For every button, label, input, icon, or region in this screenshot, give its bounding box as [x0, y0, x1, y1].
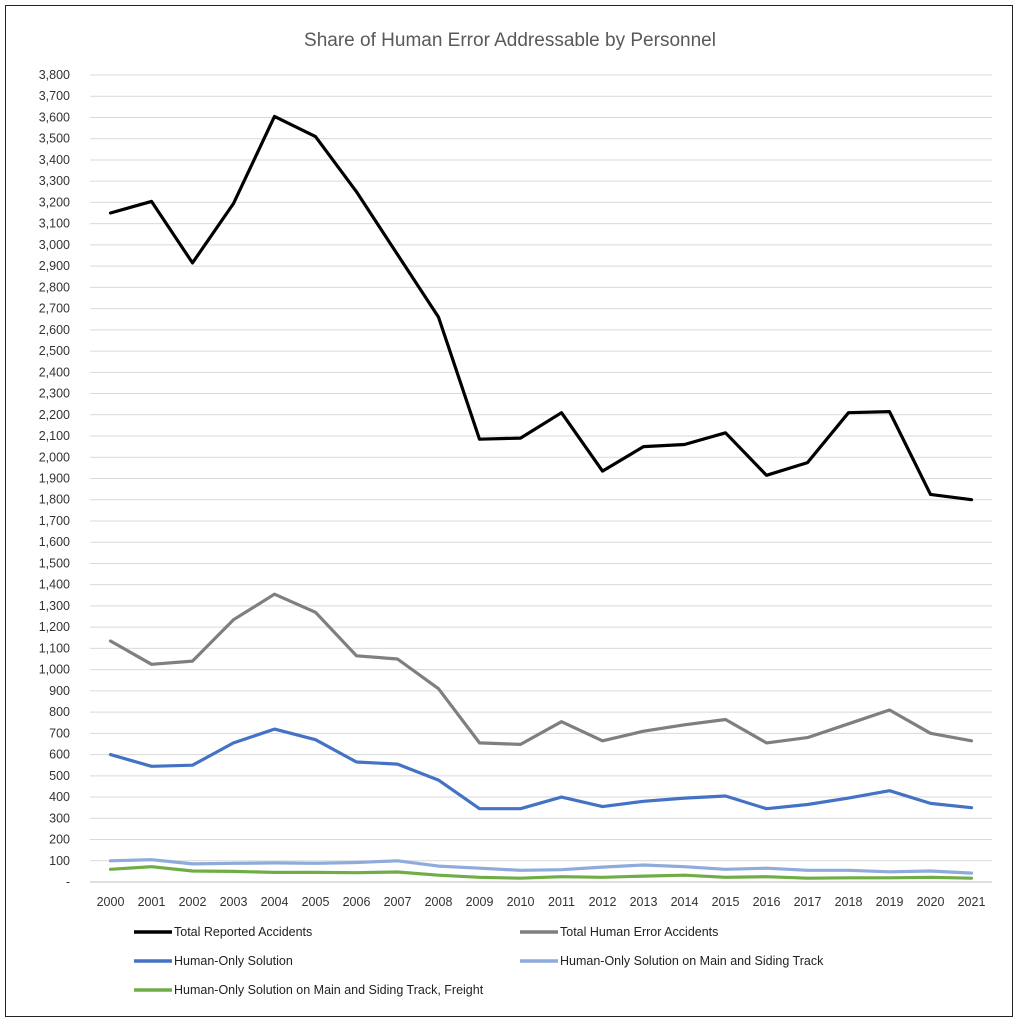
- y-tick-label: 200: [49, 833, 70, 847]
- y-tick-label: 2,700: [39, 302, 70, 316]
- y-tick-label: 400: [49, 790, 70, 804]
- legend-label: Human-Only Solution: [174, 954, 293, 968]
- y-tick-label: -: [66, 875, 70, 889]
- y-tick-label: 3,700: [39, 89, 70, 103]
- y-tick-label: 2,300: [39, 387, 70, 401]
- legend-label: Total Human Error Accidents: [560, 925, 718, 939]
- y-tick-label: 2,900: [39, 259, 70, 273]
- y-tick-label: 2,100: [39, 429, 70, 443]
- y-tick-label: 1,100: [39, 641, 70, 655]
- y-tick-label: 3,500: [39, 132, 70, 146]
- y-tick-label: 2,200: [39, 408, 70, 422]
- x-tick-label: 2020: [917, 895, 945, 909]
- legend-label: Human-Only Solution on Main and Siding T…: [174, 983, 484, 997]
- line-chart: Share of Human Error Addressable by Pers…: [39, 30, 992, 997]
- x-tick-label: 2012: [589, 895, 617, 909]
- y-tick-label: 2,400: [39, 365, 70, 379]
- y-tick-label: 100: [49, 854, 70, 868]
- y-tick-label: 1,900: [39, 472, 70, 486]
- y-tick-label: 1,400: [39, 578, 70, 592]
- y-tick-label: 300: [49, 811, 70, 825]
- x-tick-label: 2004: [261, 895, 289, 909]
- legend-label: Human-Only Solution on Main and Siding T…: [560, 954, 824, 968]
- x-tick-label: 2009: [466, 895, 494, 909]
- y-tick-label: 3,200: [39, 195, 70, 209]
- x-tick-label: 2005: [302, 895, 330, 909]
- y-tick-label: 3,400: [39, 153, 70, 167]
- x-tick-label: 2008: [425, 895, 453, 909]
- y-tick-label: 1,600: [39, 535, 70, 549]
- x-tick-label: 2000: [97, 895, 125, 909]
- series-line: [108, 114, 974, 502]
- x-tick-label: 2001: [138, 895, 166, 909]
- x-tick-label: 2015: [712, 895, 740, 909]
- y-tick-label: 3,000: [39, 238, 70, 252]
- y-tick-label: 3,600: [39, 110, 70, 124]
- y-tick-label: 900: [49, 684, 70, 698]
- y-tick-label: 1,500: [39, 556, 70, 570]
- y-tick-label: 1,000: [39, 663, 70, 677]
- x-tick-label: 2011: [548, 895, 575, 909]
- x-tick-label: 2010: [507, 895, 535, 909]
- series-line: [108, 858, 974, 875]
- x-tick-label: 2013: [630, 895, 658, 909]
- chart-frame: Share of Human Error Addressable by Pers…: [5, 5, 1013, 1017]
- series-lines: [108, 114, 974, 880]
- y-tick-label: 2,800: [39, 280, 70, 294]
- x-tick-label: 2017: [794, 895, 822, 909]
- y-tick-label: 1,700: [39, 514, 70, 528]
- y-tick-label: 2,600: [39, 323, 70, 337]
- y-tick-label: 3,300: [39, 174, 70, 188]
- y-tick-label: 600: [49, 748, 70, 762]
- gridlines: [90, 74, 992, 883]
- y-tick-label: 1,800: [39, 493, 70, 507]
- y-tick-label: 3,100: [39, 217, 70, 231]
- legend-label: Total Reported Accidents: [174, 925, 312, 939]
- x-tick-label: 2014: [671, 895, 699, 909]
- legend: Total Reported Accidents Total Human Erro…: [134, 925, 824, 997]
- x-tick-label: 2007: [384, 895, 412, 909]
- x-tick-label: 2002: [179, 895, 207, 909]
- x-tick-label: 2021: [958, 895, 986, 909]
- x-tick-label: 2018: [835, 895, 863, 909]
- x-tick-label: 2016: [753, 895, 781, 909]
- y-tick-label: 1,300: [39, 599, 70, 613]
- series-line: [108, 592, 974, 747]
- chart-title: Share of Human Error Addressable by Pers…: [304, 30, 716, 51]
- x-tick-label: 2003: [220, 895, 248, 909]
- y-tick-label: 1,200: [39, 620, 70, 634]
- series-line: [108, 865, 974, 880]
- series-line: [108, 727, 974, 811]
- y-tick-label: 2,000: [39, 450, 70, 464]
- y-tick-label: 800: [49, 705, 70, 719]
- y-tick-label: 2,500: [39, 344, 70, 358]
- y-axis-tick-labels: - 100 200 300 400 500 600 700 800 900 1,000 1,100 1,…: [39, 68, 70, 889]
- x-tick-label: 2006: [343, 895, 371, 909]
- y-tick-label: 700: [49, 726, 70, 740]
- y-tick-label: 3,800: [39, 68, 70, 82]
- x-tick-label: 2019: [876, 895, 904, 909]
- x-axis-tick-labels: 2000 2001 2002 2003 2004 2005 2006 2007 2008 2009…: [97, 895, 986, 909]
- y-tick-label: 500: [49, 769, 70, 783]
